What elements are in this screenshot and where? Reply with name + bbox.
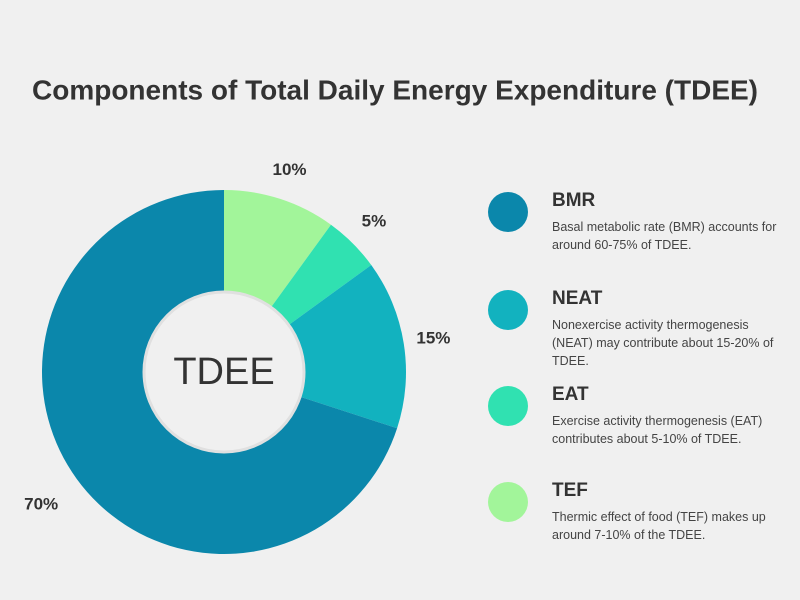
slice-label: 5% (362, 212, 387, 231)
slice (224, 265, 406, 429)
donut-hole (142, 290, 306, 454)
chart-title: Components of Total Daily Energy Expendi… (32, 74, 758, 105)
legend-swatch (488, 192, 528, 232)
legend-swatch (488, 386, 528, 426)
legend-item: NEAT Nonexercise activity thermogenesis (… (488, 288, 792, 370)
slice-label: 10% (272, 160, 306, 179)
legend-name: TEF (552, 480, 588, 501)
legend-description: Nonexercise activity thermogenesis (NEAT… (552, 318, 774, 368)
legend-name: NEAT (552, 288, 603, 309)
slice-label: 15% (416, 328, 450, 347)
legend-item: EAT Exercise activity thermogenesis (EAT)… (488, 384, 792, 448)
legend-description: Thermic effect of food (TEF) makes up ar… (552, 510, 766, 542)
legend-item: TEF Thermic effect of food (TEF) makes up… (488, 480, 792, 544)
legend-name: BMR (552, 190, 596, 211)
legend-swatch (488, 290, 528, 330)
legend-item: BMR Basal metabolic rate (BMR) accounts f… (488, 190, 792, 254)
center-label: TDEE (173, 351, 274, 393)
legend-name: EAT (552, 384, 589, 405)
slice-label: 70% (24, 494, 58, 513)
legend-description: Exercise activity thermogenesis (EAT) co… (552, 414, 763, 446)
legend-description: Basal metabolic rate (BMR) accounts for … (552, 220, 777, 252)
legend-swatch (488, 482, 528, 522)
